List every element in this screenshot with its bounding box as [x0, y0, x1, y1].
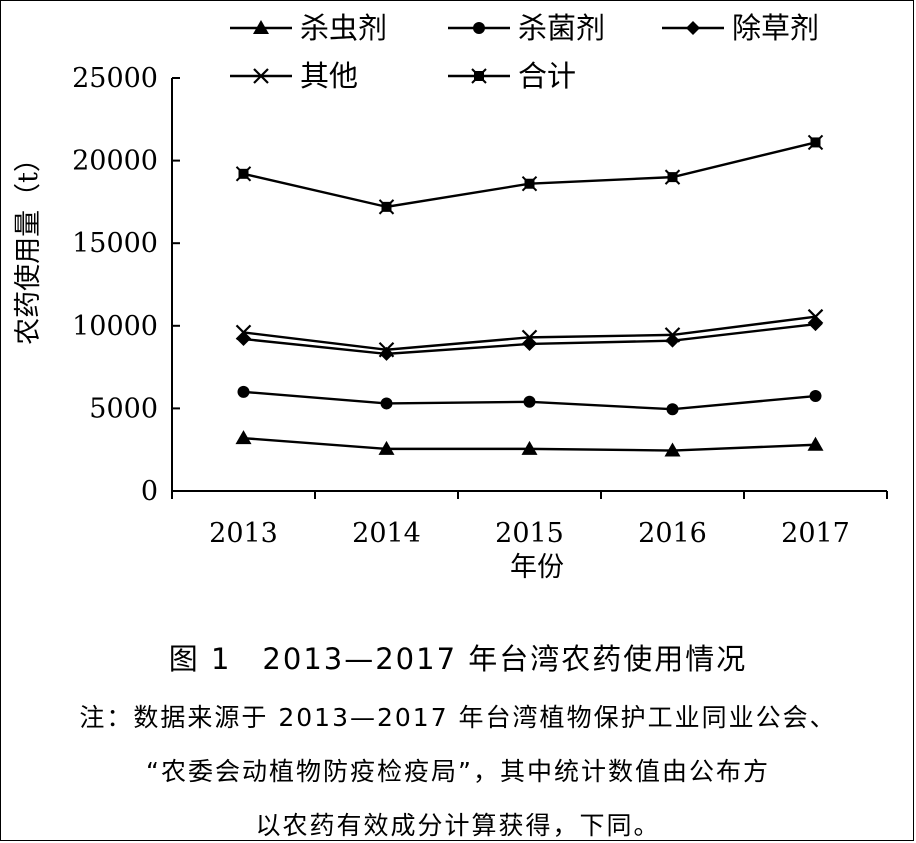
data-point	[664, 327, 681, 343]
legend-marker	[473, 22, 485, 34]
legend-item: 杀虫剂	[230, 11, 387, 45]
data-point	[808, 317, 823, 332]
series-5	[235, 134, 824, 215]
data-point	[664, 442, 681, 457]
x-tick-label: 2013	[209, 518, 278, 549]
series-3	[236, 317, 823, 361]
data-point	[807, 134, 824, 151]
series-layer	[235, 134, 824, 457]
legend-item: 其他	[230, 59, 358, 93]
axes: 0 5000 10000 15000 20000 25000 2013 2014 2015 201…	[72, 63, 888, 549]
data-point	[380, 397, 393, 410]
x-tick-label: 2015	[495, 518, 564, 549]
legend-item: 杀菌剂	[448, 11, 605, 45]
y-axis-label: 农药使用量（t）	[13, 145, 44, 345]
x-tick-label: 2014	[352, 518, 421, 549]
figure-title: 图 1 2013—2017 年台湾农药使用情况	[168, 642, 748, 676]
data-point	[522, 336, 537, 351]
series-4	[235, 308, 824, 358]
figure-note-line-3: 以农药有效成分计算获得，下同。	[255, 811, 661, 840]
data-point	[235, 166, 252, 182]
data-point	[235, 430, 252, 445]
x-tick-label: 2016	[638, 518, 707, 549]
legend-label: 杀菌剂	[518, 11, 605, 45]
data-point	[521, 329, 538, 346]
y-tick-label: 10000	[72, 311, 158, 342]
data-point	[666, 403, 679, 416]
y-tick-label: 5000	[89, 393, 158, 424]
data-point	[523, 395, 536, 408]
series-1	[235, 430, 824, 457]
y-tick-label: 20000	[72, 146, 158, 177]
legend-label: 其他	[300, 59, 358, 93]
legend-marker	[471, 68, 487, 84]
data-point	[378, 440, 395, 455]
data-point	[664, 169, 681, 185]
x-tick-label: 2017	[781, 518, 850, 549]
series-2	[237, 385, 822, 416]
data-point	[235, 324, 252, 341]
series-line	[243, 141, 816, 209]
figure-note-line-1: 注：数据来源于 2013—2017 年台湾植物保护工业同业公会、	[79, 703, 837, 732]
legend-marker	[253, 20, 269, 34]
data-point	[807, 436, 824, 451]
legend-item: 合计	[448, 59, 576, 93]
data-point	[378, 341, 395, 358]
y-tick-label: 15000	[72, 228, 158, 259]
figure-note-line-2: “农委会动植物防疫检疫局”，其中统计数值由公布方	[146, 757, 770, 786]
x-axis-label: 年份	[510, 552, 564, 583]
data-point	[809, 390, 822, 403]
legend-marker	[686, 21, 700, 35]
data-point	[807, 308, 824, 325]
data-point	[378, 199, 395, 215]
y-tick-label: 0	[141, 476, 158, 507]
legend-item: 除草剂	[662, 11, 819, 45]
legend-marker	[253, 68, 269, 84]
legend-label: 合计	[518, 59, 576, 93]
data-point	[521, 440, 538, 455]
y-tick-label: 25000	[72, 63, 158, 94]
legend-label: 杀虫剂	[300, 11, 387, 45]
legend-label: 除草剂	[732, 11, 819, 45]
data-point	[237, 385, 250, 398]
data-point	[521, 176, 538, 192]
